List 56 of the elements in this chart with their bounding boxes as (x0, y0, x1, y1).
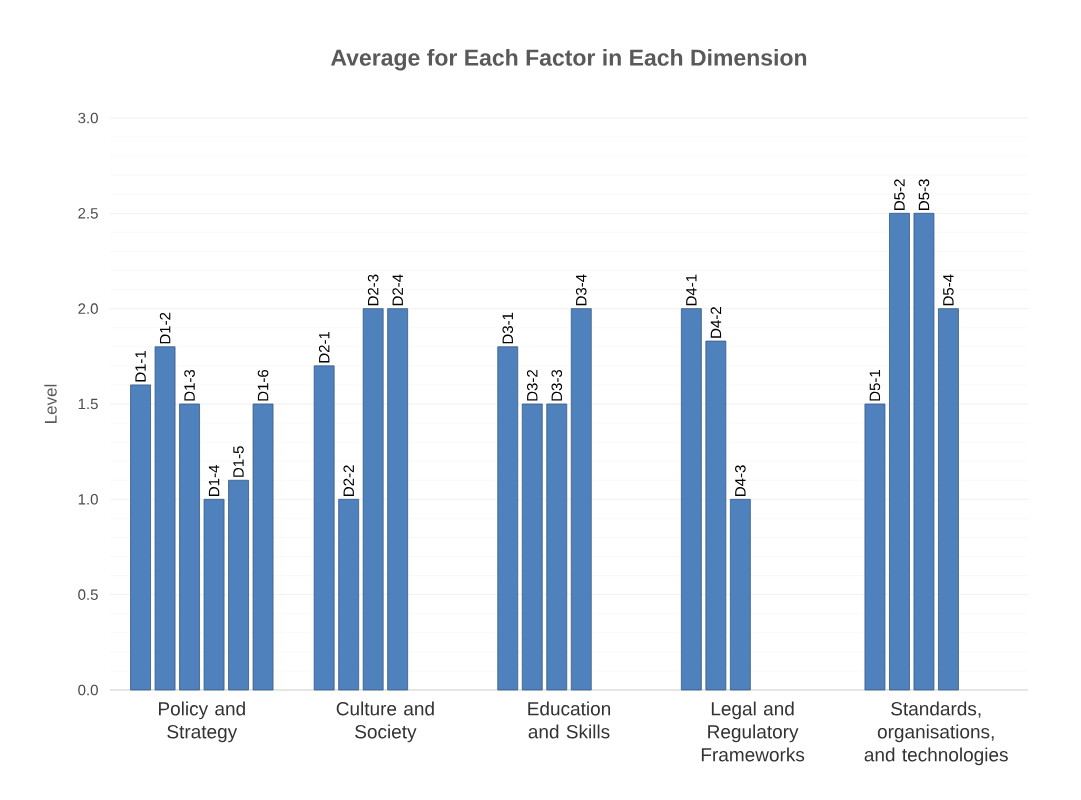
bar (154, 346, 176, 691)
y-tick-label: 3.0 (78, 112, 98, 124)
x-tick-label: Culture and Society (336, 701, 434, 743)
data-label: D5-2 (894, 179, 905, 210)
x-tick-label: Standards, organisations, and technologies (864, 701, 1008, 766)
data-label: D2-1 (318, 331, 330, 363)
bar (913, 212, 935, 691)
x-tick-label: Legal and Regulatory Frameworks (701, 701, 805, 762)
data-label: D1-4 (208, 465, 220, 496)
bar (889, 212, 910, 691)
data-label: D5-4 (943, 274, 954, 306)
bar (362, 308, 384, 691)
data-label: D5-1 (869, 370, 881, 401)
bar (864, 403, 886, 691)
x-tick-label: Education and Skills (528, 701, 611, 739)
y-tick-label: 2.0 (78, 303, 98, 314)
bar (497, 346, 519, 691)
data-label: D1-2 (159, 312, 171, 344)
bar (252, 403, 274, 691)
data-label: D3-1 (502, 312, 514, 344)
bar (203, 498, 225, 691)
data-label: D1-5 (233, 446, 244, 477)
y-tick-label: 1.0 (78, 494, 98, 505)
data-label: D3-4 (575, 274, 587, 306)
data-label: D1-3 (184, 369, 195, 401)
data-label: D4-1 (686, 274, 697, 306)
bar (313, 365, 335, 691)
y-tick-label: 0.5 (78, 589, 98, 600)
data-label: D2-3 (367, 274, 379, 306)
bar (680, 308, 702, 691)
bar (130, 384, 151, 691)
data-label: D5-3 (918, 179, 930, 210)
bar (570, 308, 592, 691)
data-label: D3-3 (551, 369, 563, 401)
bar (521, 403, 543, 691)
bar (546, 403, 568, 691)
data-label: D2-2 (343, 465, 354, 496)
bar (729, 498, 751, 691)
bar (387, 308, 409, 691)
x-tick-label: Policy and Strategy (159, 701, 245, 743)
bar (179, 403, 200, 691)
y-tick-label: 0.0 (78, 684, 98, 696)
y-tick-label: 1.5 (78, 398, 98, 410)
data-label: D2-4 (392, 274, 403, 306)
y-axis-title: Level (44, 384, 57, 423)
data-label: D1-6 (257, 369, 269, 401)
bar (228, 479, 249, 691)
data-label: D3-2 (526, 370, 538, 401)
bar (938, 308, 959, 691)
data-label: D4-2 (710, 307, 722, 338)
bar (338, 498, 360, 691)
data-label: D1-1 (135, 350, 146, 382)
y-tick-label: 2.5 (78, 208, 98, 219)
data-label: D4-3 (735, 465, 746, 496)
bar (705, 340, 727, 691)
chart-title: Average for Each Factor in Each Dimension (331, 48, 807, 71)
